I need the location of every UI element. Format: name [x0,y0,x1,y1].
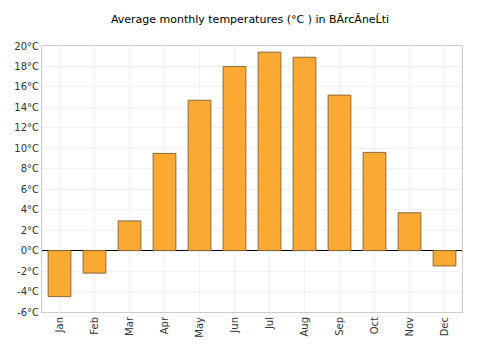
svg-text:-4°C: -4°C [17,286,39,297]
svg-text:10°C: 10°C [14,143,39,154]
svg-text:-6°C: -6°C [17,307,39,318]
svg-text:4°C: 4°C [21,204,39,215]
svg-text:Jun: Jun [229,317,240,334]
svg-text:0°C: 0°C [21,245,39,256]
svg-text:Aug: Aug [299,317,310,337]
svg-text:Nov: Nov [404,317,415,337]
svg-text:Mar: Mar [124,316,135,336]
svg-text:Feb: Feb [89,317,100,335]
svg-text:20°C: 20°C [14,41,39,52]
svg-text:-2°C: -2°C [17,266,39,277]
svg-text:Oct: Oct [369,317,380,334]
svg-text:Jan: Jan [54,317,65,333]
svg-text:Dec: Dec [439,317,450,336]
svg-text:16°C: 16°C [14,81,39,92]
svg-text:8°C: 8°C [21,163,39,174]
svg-text:18°C: 18°C [14,61,39,72]
svg-text:Apr: Apr [159,316,170,334]
svg-text:May: May [194,317,205,338]
svg-text:2°C: 2°C [21,225,39,236]
svg-text:Sep: Sep [334,317,345,336]
svg-text:Average monthly temperatures (: Average monthly temperatures (°C ) in BĂ… [111,13,389,26]
svg-text:6°C: 6°C [21,184,39,195]
svg-text:14°C: 14°C [14,102,39,113]
svg-text:Jul: Jul [264,317,275,330]
svg-text:12°C: 12°C [14,122,39,133]
